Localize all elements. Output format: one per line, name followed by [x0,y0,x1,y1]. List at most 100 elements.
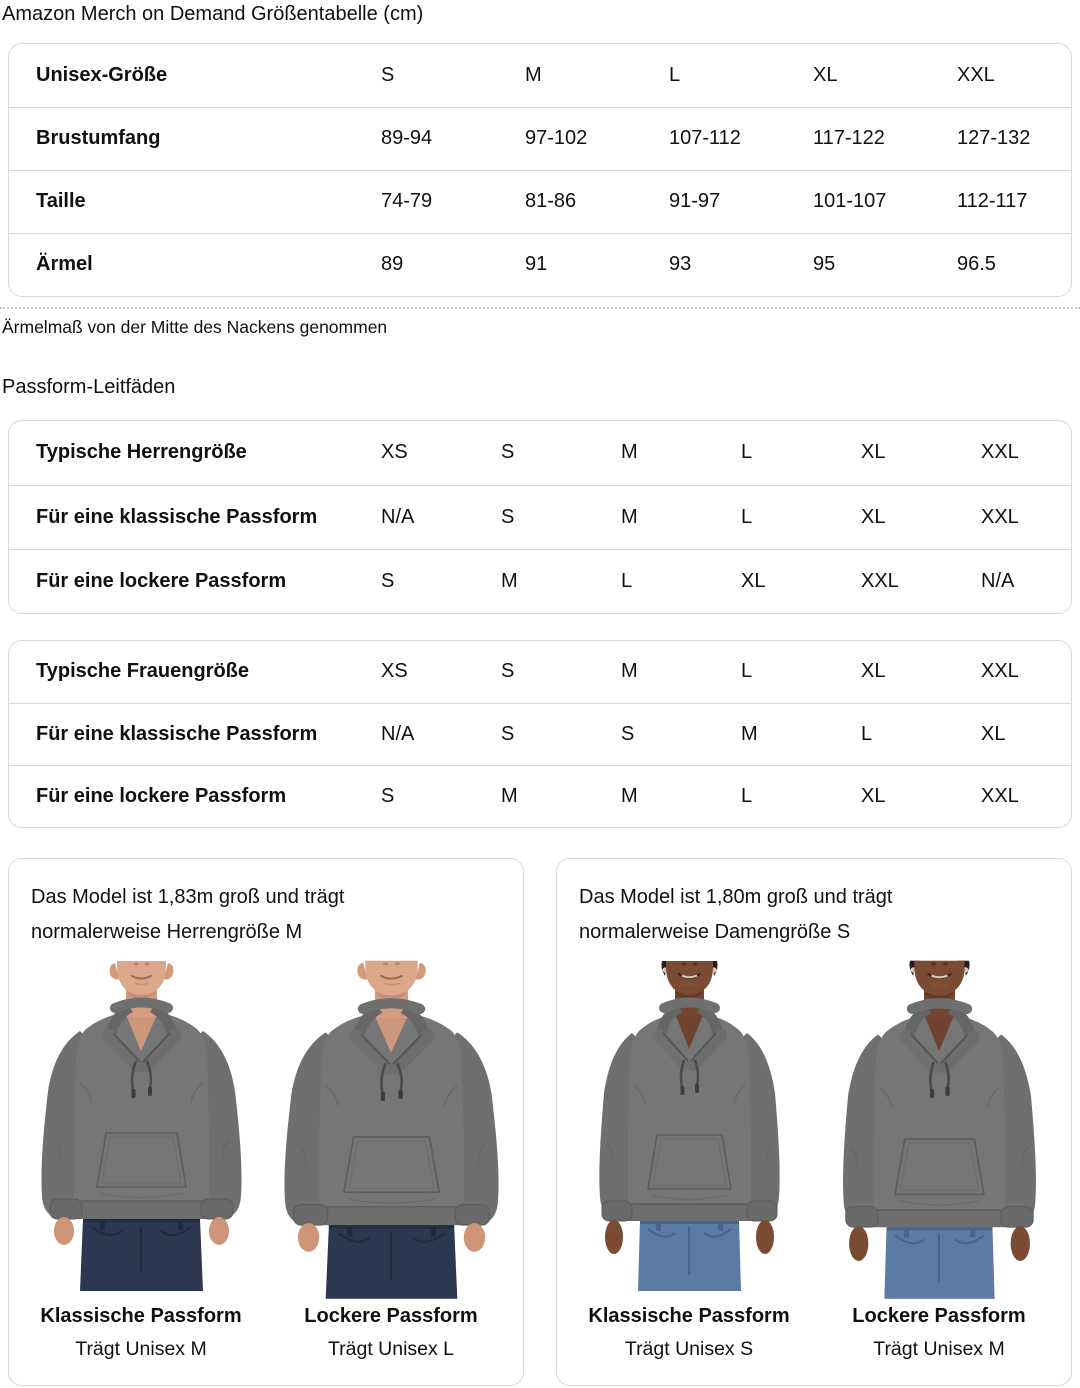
size-value: N/A [354,484,474,549]
figure-male-classic: Klassische Passform Trägt Unisex M [19,961,263,1361]
size-value: 81-86 [498,169,642,233]
size-value: XS [381,660,408,683]
size-value: M [594,484,714,549]
size-value: 96.5 [930,232,1071,296]
row-label: Für eine lockere Passform [9,548,354,613]
size-value: 91 [498,232,642,296]
size-value: M [594,764,714,827]
size-value: M [525,63,542,86]
size-value: L [714,484,834,549]
size-value: XL [714,548,834,613]
size-value: S [594,702,714,765]
size-value: S [501,660,515,683]
table-row: Brustumfang 89-94 97-102 107-112 117-122… [9,106,1071,170]
size-value: XS [381,441,408,464]
row-label: Brustumfang [9,106,354,170]
size-table: Unisex-Größe S M L XL XXL Brustumfang 89… [9,44,1071,296]
figure-female-loose: Lockere Passform Trägt Unisex M [817,961,1061,1361]
table-row: Für eine lockere Passform S M L XL XXL N… [9,548,1071,613]
size-value: S [381,63,395,86]
page-title: Amazon Merch on Demand Größentabelle (cm… [2,3,424,25]
worn-size-label: Trägt Unisex L [327,1338,455,1360]
row-label: Typische Herrengröße [36,441,247,464]
model-figures: Klassische Passform Trägt Unisex S Locke… [557,961,1071,1361]
model-figures: Klassische Passform Trägt Unisex M Locke… [9,961,523,1361]
sleeve-measure-note: Ärmelmaß von der Mitte des Nackens genom… [2,317,388,337]
size-value: 101-107 [786,169,930,233]
size-value: 97-102 [498,106,642,170]
table-row: Typische Frauengröße XS S M L XL XXL [9,641,1071,703]
size-value: N/A [954,548,1071,613]
size-value: 127-132 [930,106,1071,170]
size-value: L [594,548,714,613]
male-loose-fit-photo [261,961,521,1299]
size-value: L [741,660,753,683]
size-value: S [474,702,594,765]
size-value: L [741,441,753,464]
row-label: Für eine klassische Passform [9,484,354,549]
size-value: 89 [354,232,498,296]
table-row: Taille 74-79 81-86 91-97 101-107 112-117 [9,169,1071,233]
row-label: Ärmel [9,232,354,296]
row-label: Typische Frauengröße [36,660,250,683]
size-value: M [621,441,638,464]
size-value: M [474,764,594,827]
worn-size-label: Trägt Unisex S [624,1338,754,1360]
size-value: S [354,764,474,827]
size-value: 93 [642,232,786,296]
table-row: Für eine klassische Passform N/A S S M L… [9,702,1071,765]
women-fit-table-card: Typische Frauengröße XS S M L XL XXL Für… [8,640,1072,828]
table-row: Für eine klassische Passform N/A S M L X… [9,484,1071,549]
row-label: Taille [9,169,354,233]
female-classic-fit-photo [568,961,811,1291]
figure-female-classic: Klassische Passform Trägt Unisex S [567,961,811,1361]
size-value: XXL [981,660,1019,683]
table-row: Ärmel 89 91 93 95 96.5 [9,232,1071,296]
size-value: L [714,764,834,827]
size-value: S [474,484,594,549]
worn-size-label: Trägt Unisex M [873,1338,1005,1360]
figure-male-loose: Lockere Passform Trägt Unisex L [269,961,513,1361]
table-row: Für eine lockere Passform S M M L XL XXL [9,764,1071,827]
fit-label: Klassische Passform [588,1305,790,1327]
size-value: XXL [954,484,1071,549]
size-value: XXL [954,764,1071,827]
size-value: S [501,441,515,464]
size-value: XL [954,702,1071,765]
size-value: M [714,702,834,765]
model-description: Das Model ist 1,83m groß und trägt norma… [31,886,345,943]
size-value: L [669,63,681,86]
size-value: 89-94 [354,106,498,170]
table-scrollbar[interactable] [0,307,1080,309]
size-value: XXL [981,441,1019,464]
size-value: XXL [834,548,954,613]
size-value: XXL [957,63,995,86]
fit-label: Klassische Passform [40,1305,242,1327]
size-value: XL [813,63,838,86]
table-row: Unisex-Größe S M L XL XXL [9,44,1071,107]
male-model-card: Das Model ist 1,83m groß und trägt norma… [8,858,524,1386]
size-value: 95 [786,232,930,296]
men-fit-table-card: Typische Herrengröße XS S M L XL XXL Für… [8,420,1072,614]
size-value: XL [834,764,954,827]
size-value: XL [834,484,954,549]
size-value: 74-79 [354,169,498,233]
size-value: N/A [354,702,474,765]
size-value: XL [861,660,886,683]
size-value: S [354,548,474,613]
row-label: Für eine lockere Passform [9,764,354,827]
size-value: 112-117 [930,169,1071,233]
model-cards-row: Das Model ist 1,83m groß und trägt norma… [8,858,1072,1386]
female-loose-fit-photo [809,961,1069,1299]
model-description: Das Model ist 1,80m groß und trägt norma… [579,886,893,943]
fit-label: Lockere Passform [304,1305,478,1327]
size-value: M [621,660,638,683]
size-value: M [474,548,594,613]
table-row: Typische Herrengröße XS S M L XL XXL [9,421,1071,485]
row-label: Für eine klassische Passform [9,702,354,765]
size-table-card: Unisex-Größe S M L XL XXL Brustumfang 89… [8,43,1072,297]
worn-size-label: Trägt Unisex M [75,1338,207,1360]
fit-guides-heading: Passform-Leitfäden [2,376,176,398]
size-value: 91-97 [642,169,786,233]
